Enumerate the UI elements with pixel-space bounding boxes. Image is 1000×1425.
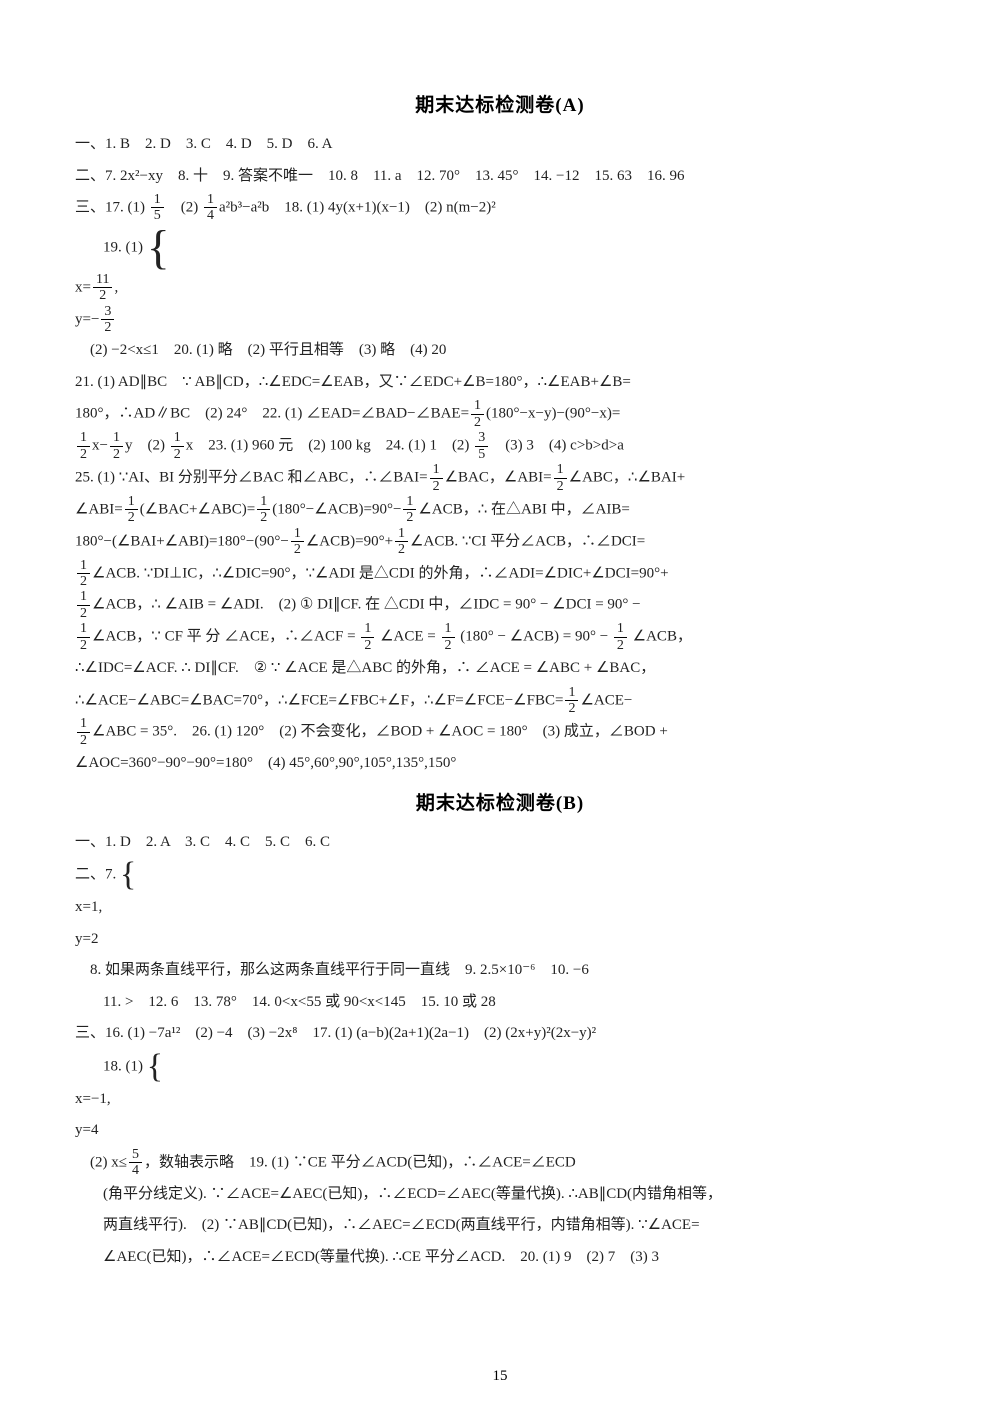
page-number: 15 [0,1368,1000,1385]
title-a: 期末达标检测卷(A) [75,90,925,117]
fraction: 12 [257,494,270,526]
fraction: 12 [565,685,578,717]
page: 期末达标检测卷(A) 一、1. B 2. D 3. C 4. D 5. D 6.… [0,0,1000,1425]
line: 三、16. (1) −7a¹² (2) −4 (3) −2x⁸ 17. (1) … [75,1018,925,1050]
line: (角平分线定义). ∵∠ACE=∠AEC(已知)，∴∠ECD=∠AEC(等量代换… [75,1179,925,1211]
fraction: 12 [395,526,408,558]
fraction: 12 [125,494,138,526]
line: 25. (1) ∵AI、BI 分别平分∠BAC 和∠ABC，∴∠BAI=12∠B… [75,462,925,494]
fraction: 12 [77,621,90,653]
content-b: 一、1. D 2. A 3. C 4. C 5. C 6. C 二、7. {x=… [75,827,925,1273]
line: 19. (1) { [75,224,925,272]
fraction: 35 [475,430,488,462]
fraction: 12 [554,462,567,494]
fraction: 54 [129,1147,142,1179]
brace-icon: { [120,856,136,893]
fraction: 12 [291,526,304,558]
brace-icon: { [147,221,170,274]
line: 12∠ACB，∵ CF 平 分 ∠ACE，∴∠ACF = 12 ∠ACE = 1… [75,621,925,653]
line: 12∠ACB，∴ ∠AIB = ∠ADI. (2) ① DI∥CF. 在 △CD… [75,589,925,621]
line: 二、7. 2x²−xy 8. 十 9. 答案不唯一 10. 8 11. a 12… [75,161,925,193]
fraction: 12 [77,716,90,748]
line: 两直线平行). (2) ∵AB∥CD(已知)，∴∠AEC=∠ECD(两直线平行，… [75,1210,925,1242]
line: 二、7. { [75,858,925,892]
line: 12∠ABC = 35°. 26. (1) 120° (2) 不会变化，∠BOD… [75,716,925,748]
line: ∴∠ACE−∠ABC=∠BAC=70°，∴∠FCE=∠FBC+∠F，∴∠F=∠F… [75,685,925,717]
brace-icon: { [147,1048,163,1085]
fraction: 12 [361,621,374,653]
line: 三、17. (1) 15 (2) 14a²b³−a²b 18. (1) 4y(x… [75,192,925,224]
line: 11. > 12. 6 13. 78° 14. 0<x<55 或 90<x<14… [75,987,925,1019]
line: 12∠ACB. ∵DI⊥IC，∴∠DIC=90°，∵∠ADI 是△CDI 的外角… [75,558,925,590]
line: ∠ABI=12(∠BAC+∠ABC)=12(180°−∠ACB)=90°−12∠… [75,494,925,526]
fraction: 12 [77,430,90,462]
fraction: 12 [110,430,123,462]
content-a: 一、1. B 2. D 3. C 4. D 5. D 6. A 二、7. 2x²… [75,129,925,780]
fraction: 12 [442,621,455,653]
line: 180°，∴AD∥BC (2) 24° 22. (1) ∠EAD=∠BAD−∠B… [75,398,925,430]
line: ∠AEC(已知)，∴∠ACE=∠ECD(等量代换). ∴CE 平分∠ACD. 2… [75,1242,925,1274]
line: ∴∠IDC=∠ACF. ∴ DI∥CF. ② ∵ ∠ACE 是△ABC 的外角，… [75,653,925,685]
fraction: 14 [204,192,217,224]
fraction: 12 [171,430,184,462]
fraction: 12 [471,398,484,430]
fraction: 12 [77,589,90,621]
line: 一、1. D 2. A 3. C 4. C 5. C 6. C [75,827,925,859]
title-b: 期末达标检测卷(B) [75,788,925,815]
line: 180°−(∠BAI+∠ABI)=180°−(90°−12∠ACB)=90°+1… [75,526,925,558]
line: ∠AOC=360°−90°−90°=180° (4) 45°,60°,90°,1… [75,748,925,780]
line: 21. (1) AD∥BC ∵ AB∥CD，∴∠EDC=∠EAB，又∵∠EDC+… [75,367,925,399]
fraction: 15 [151,192,164,224]
line: 18. (1) { [75,1050,925,1084]
fraction: 12 [430,462,443,494]
line: 一、1. B 2. D 3. C 4. D 5. D 6. A [75,129,925,161]
fraction: 12 [403,494,416,526]
line: 12x−12y (2) 12x 23. (1) 960 元 (2) 100 kg… [75,430,925,462]
fraction: 12 [614,621,627,653]
fraction: 12 [77,558,90,590]
